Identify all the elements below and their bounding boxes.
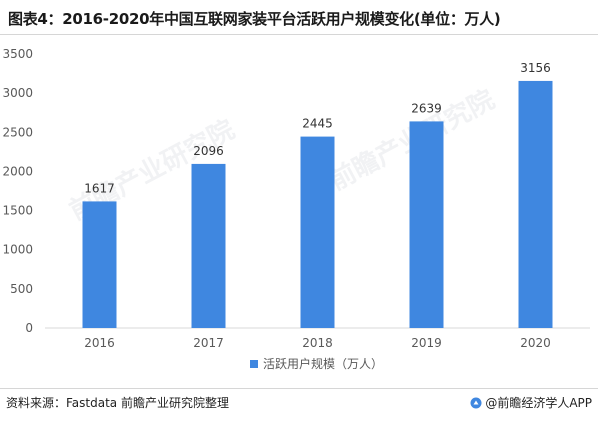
data-labels: 1617 2096 2445 2639 3156 [84,61,551,195]
x-axis-ticks: 2016 2017 2018 2019 2020 [84,336,551,350]
legend-swatch [250,360,258,368]
source-divider [0,388,598,389]
data-label: 2639 [411,101,442,115]
brand-logo-icon [470,397,482,408]
bar-chart: 0 500 1000 1500 2000 2500 3000 3500 1617 2096 244… [2,47,590,371]
data-label: 1617 [84,181,115,195]
y-tick-label: 1500 [2,204,33,218]
bar [300,136,335,328]
x-tick-label: 2017 [193,336,224,350]
data-label: 2096 [193,144,224,158]
bar [82,201,117,328]
brand-label: @前瞻经济学人APP [485,396,592,410]
x-tick-label: 2019 [411,336,442,350]
bar [518,80,553,328]
x-tick-label: 2020 [520,336,551,350]
x-tick-label: 2018 [302,336,333,350]
y-tick-label: 3000 [2,86,33,100]
bar [191,163,226,328]
chart-title: 图表4：2016-2020年中国互联网家装平台活跃用户规模变化(单位：万人) [8,10,501,28]
bar [409,121,444,329]
y-tick-label: 500 [10,282,33,296]
legend-label: 活跃用户规模（万人） [263,356,383,371]
legend: 活跃用户规模（万人） [250,356,383,371]
x-tick-label: 2016 [84,336,115,350]
y-tick-label: 2500 [2,125,33,139]
data-label: 2445 [302,117,333,131]
bars [82,80,553,329]
y-tick-label: 2000 [2,164,33,178]
y-tick-label: 1000 [2,243,33,257]
y-tick-label: 0 [25,321,33,335]
data-label: 3156 [520,61,551,75]
brand-credit: @前瞻经济学人APP [470,394,592,411]
title-divider [0,34,598,35]
y-axis: 0 500 1000 1500 2000 2500 3000 3500 [2,47,33,335]
source-note: 资料来源：Fastdata 前瞻产业研究院整理 [6,396,229,410]
y-tick-label: 3500 [2,47,33,61]
